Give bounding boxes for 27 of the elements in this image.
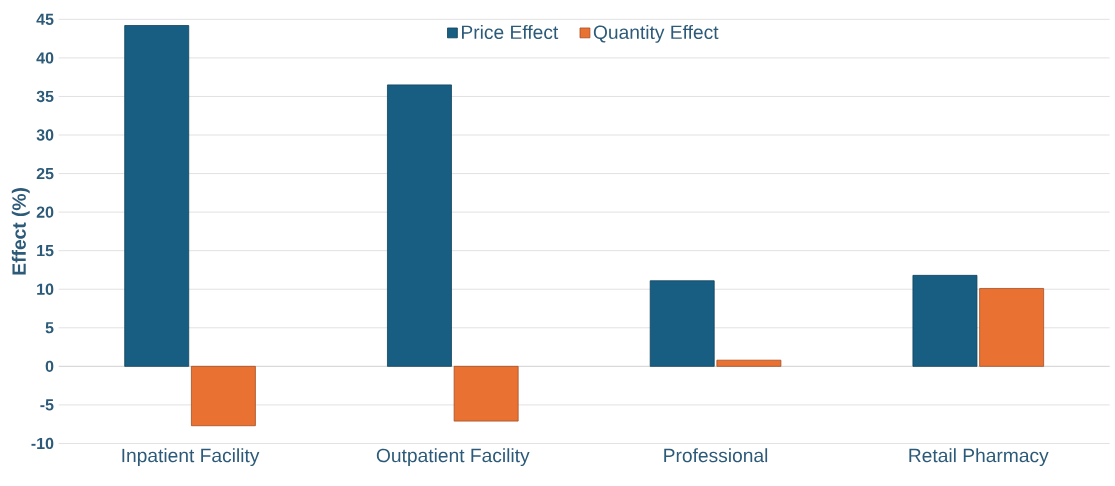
bar	[453, 365, 519, 422]
y-tick-label: 30	[36, 129, 54, 141]
bar	[649, 280, 715, 367]
y-tick-label: 45	[36, 13, 54, 25]
bar	[912, 274, 978, 367]
x-tick-label: Inpatient Facility	[122, 448, 260, 467]
legend-label: Quantity Effect	[593, 24, 719, 43]
bar	[387, 84, 452, 367]
y-tick-label: 0	[45, 360, 54, 372]
y-axis-title: Effect (%)	[11, 188, 30, 275]
bar	[979, 288, 1045, 367]
y-tick-label: -5	[40, 399, 54, 411]
y-tick-label: 25	[36, 167, 54, 180]
bar	[190, 365, 256, 427]
y-tick-label: 15	[37, 245, 54, 257]
bar	[124, 25, 190, 367]
x-tick-label: Professional	[664, 448, 768, 463]
y-tick-label: 10	[37, 283, 54, 295]
legend-label: Price Effect	[462, 24, 559, 39]
x-tick-label: Outpatient Facility	[376, 448, 530, 467]
bar	[716, 359, 782, 367]
y-tick-label: 5	[45, 322, 54, 334]
x-tick-label: Retail Pharmacy	[909, 448, 1049, 467]
y-tick-label: 20	[36, 206, 54, 218]
y-tick-label: 35	[36, 90, 54, 103]
y-tick-label: -10	[31, 437, 54, 450]
y-tick-label: 40	[36, 52, 54, 64]
